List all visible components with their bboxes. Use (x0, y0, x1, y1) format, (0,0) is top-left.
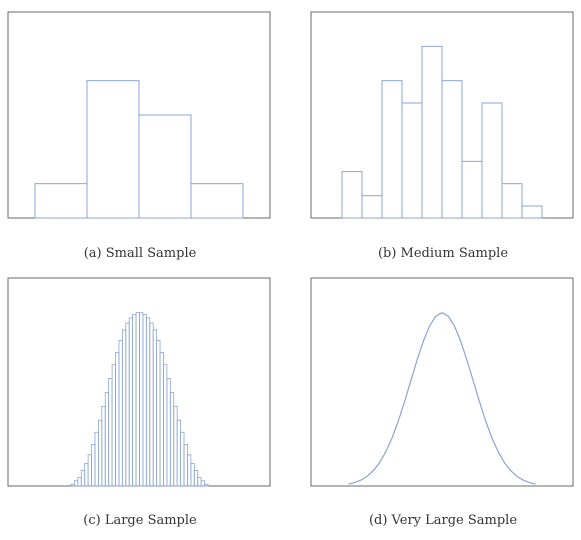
bar-medium-sample-4 (401, 102, 423, 219)
bar-large-sample-8 (94, 431, 99, 487)
bar-large-sample-16 (121, 329, 127, 487)
panel-medium-sample (310, 11, 574, 219)
bar-large-sample-24 (149, 322, 154, 487)
bar-large-sample-1 (70, 483, 75, 487)
bar-large-sample-40 (204, 483, 209, 487)
bar-large-sample-7 (91, 443, 96, 487)
frame-large-sample (7, 277, 271, 487)
panel-small-sample (7, 11, 271, 219)
bar-large-sample-34 (183, 443, 188, 487)
bar-medium-sample-8 (481, 102, 503, 219)
bar-large-sample-18 (128, 317, 134, 487)
bar-medium-sample-2 (361, 195, 383, 219)
caption-large-sample: (c) Large Sample (83, 513, 197, 528)
caption-medium-sample: (b) Medium Sample (377, 246, 509, 261)
bar-large-sample-23 (145, 317, 151, 487)
density-curve (348, 312, 536, 485)
bar-large-sample-4 (80, 469, 86, 487)
bar-large-sample-21 (139, 312, 144, 487)
bar-large-sample-25 (152, 329, 158, 487)
bar-large-sample-10 (101, 405, 106, 487)
bar-large-sample-33 (180, 431, 185, 487)
bar-medium-sample-9 (501, 183, 523, 219)
bar-large-sample-17 (125, 322, 130, 487)
panel-large-sample (7, 277, 271, 487)
bar-large-sample-39 (200, 480, 205, 487)
bar-medium-sample-1 (341, 171, 363, 219)
bar-large-sample-30 (169, 391, 175, 487)
frame-very-large-sample (310, 277, 574, 487)
bar-large-sample-29 (166, 378, 171, 487)
bar-large-sample-26 (156, 339, 161, 487)
bar-large-sample-19 (132, 313, 137, 487)
bar-medium-sample-5 (421, 45, 443, 219)
bar-large-sample-28 (163, 364, 168, 487)
bar-large-sample-32 (176, 419, 181, 487)
bar-large-sample-35 (187, 454, 192, 487)
bar-medium-sample-6 (441, 80, 463, 219)
bar-medium-sample-7 (461, 160, 483, 219)
panel-very-large-sample (310, 277, 574, 487)
caption-small-sample: (a) Small Sample (83, 246, 197, 261)
bar-medium-sample-10 (521, 205, 543, 219)
bar-large-sample-13 (111, 364, 116, 487)
bar-large-sample-38 (197, 476, 202, 487)
bar-small-sample-4 (190, 183, 244, 219)
bar-large-sample-15 (118, 339, 123, 487)
bar-large-sample-14 (115, 352, 120, 487)
bar-large-sample-27 (159, 352, 164, 487)
bar-large-sample-12 (108, 378, 113, 487)
bar-large-sample-31 (173, 405, 178, 487)
bar-large-sample-11 (104, 391, 110, 487)
bar-small-sample-1 (34, 183, 88, 219)
bar-large-sample-20 (135, 312, 140, 487)
bar-large-sample-22 (142, 313, 147, 487)
bar-large-sample-2 (74, 480, 79, 487)
bar-large-sample-3 (77, 476, 82, 487)
bar-large-sample-36 (190, 463, 195, 487)
caption-very-large-sample: (d) Very Large Sample (368, 513, 518, 528)
bar-small-sample-2 (86, 80, 140, 219)
bar-large-sample-5 (84, 463, 89, 487)
bar-large-sample-9 (98, 419, 103, 487)
bar-medium-sample-3 (381, 80, 403, 219)
bar-small-sample-3 (138, 114, 192, 219)
bar-large-sample-6 (87, 454, 92, 487)
bar-large-sample-37 (193, 469, 199, 487)
